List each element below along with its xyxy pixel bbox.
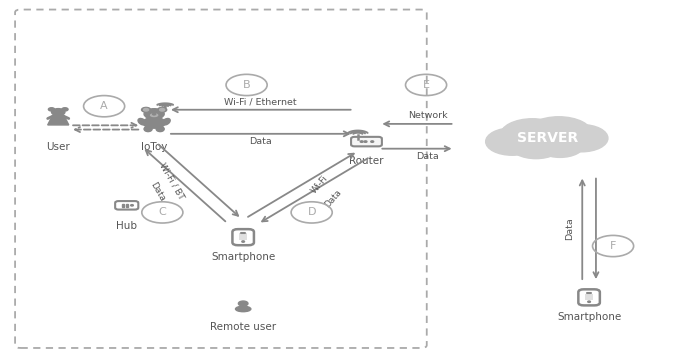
FancyBboxPatch shape [232,229,254,245]
Ellipse shape [138,119,146,125]
Text: E: E [423,80,429,90]
Circle shape [371,141,373,142]
Text: Wi-Fi / Ethernet: Wi-Fi / Ethernet [224,97,297,106]
Text: D: D [308,207,316,217]
Circle shape [142,107,151,112]
Circle shape [160,108,164,111]
Circle shape [144,108,149,111]
Text: Wi-Fi: Wi-Fi [310,174,330,195]
Circle shape [242,241,245,242]
Bar [122,204,124,207]
Text: B: B [242,80,251,90]
Text: SERVER: SERVER [517,131,579,145]
Text: Network: Network [408,112,447,120]
Circle shape [144,109,164,119]
Circle shape [360,141,363,142]
Ellipse shape [151,114,158,116]
FancyBboxPatch shape [585,293,593,300]
Ellipse shape [156,126,164,132]
FancyBboxPatch shape [239,233,247,240]
Text: Data: Data [416,152,439,161]
Text: Smartphone: Smartphone [557,312,621,322]
Text: Smartphone: Smartphone [211,252,275,262]
Text: Hub: Hub [116,221,137,231]
Circle shape [486,128,538,155]
Circle shape [153,113,155,115]
Ellipse shape [236,306,251,312]
Ellipse shape [143,117,165,128]
Circle shape [510,131,562,159]
Circle shape [49,108,55,111]
Ellipse shape [144,126,152,132]
Text: Router: Router [349,156,384,166]
Text: Remote user: Remote user [210,321,276,332]
Text: C: C [158,207,166,217]
Polygon shape [48,115,68,125]
Circle shape [131,205,134,206]
Circle shape [62,108,68,111]
Circle shape [525,117,593,152]
Text: User: User [47,142,70,152]
Circle shape [536,133,584,158]
Circle shape [51,109,65,115]
Circle shape [588,301,590,302]
Text: Data: Data [323,187,343,209]
Text: Data: Data [148,181,166,204]
Circle shape [158,107,166,112]
Circle shape [238,301,248,306]
Text: A: A [100,101,108,111]
Circle shape [164,107,166,108]
FancyBboxPatch shape [351,137,382,146]
Text: Data: Data [565,217,574,240]
Circle shape [556,125,608,152]
FancyBboxPatch shape [578,289,600,306]
Ellipse shape [162,119,170,125]
Circle shape [364,141,367,142]
Circle shape [500,119,564,152]
Text: IoToy: IoToy [141,142,167,152]
Bar [125,204,128,207]
FancyBboxPatch shape [115,201,138,210]
Text: Wi-Fi / BT: Wi-Fi / BT [158,161,186,201]
Circle shape [493,132,536,154]
Text: Data: Data [249,137,272,146]
Text: F: F [610,241,616,251]
